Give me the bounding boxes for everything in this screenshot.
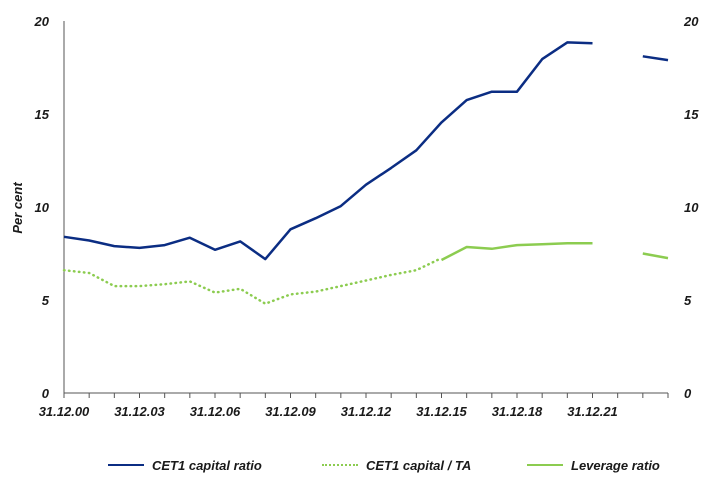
series-line-cet1-capital-ratio — [642, 55, 669, 62]
y-tick-right: 15 — [684, 107, 699, 122]
series-line-cet1-capital-ratio — [63, 41, 593, 261]
legend-item-leverage-ratio: Leverage ratio — [527, 455, 660, 475]
legend-item-cet1-capital-ratio: CET1 capital ratio — [108, 455, 262, 475]
y-tick-left: 5 — [42, 293, 50, 308]
y-tick-right: 20 — [683, 14, 699, 29]
x-tick-label: 31.12.00 — [39, 404, 90, 419]
y-axis-label: Per cent — [10, 182, 25, 234]
y-tick-left: 20 — [34, 14, 50, 29]
x-tick-label: 31.12.09 — [265, 404, 316, 419]
legend-label-cet1-capital-ta: CET1 capital / TA — [366, 457, 472, 473]
series-line-cet1-capital-ta — [62, 256, 443, 305]
x-tick-label: 31.12.06 — [190, 404, 241, 419]
legend-item-cet1-capital-ta: CET1 capital / TA — [322, 455, 471, 475]
y-tick-left: 15 — [35, 107, 50, 122]
legend-swatch-leverage-ratio — [527, 464, 563, 466]
y-tick-right: 0 — [684, 386, 692, 401]
series-line-leverage-ratio — [440, 242, 593, 262]
x-tick-label: 31.12.15 — [416, 404, 467, 419]
x-tick-label: 31.12.21 — [567, 404, 618, 419]
legend-swatch-cet1-capital-ta — [322, 464, 358, 466]
legend-swatch-cet1-capital-ratio — [108, 464, 144, 466]
y-tick-right: 5 — [684, 293, 692, 308]
y-tick-right: 10 — [684, 200, 699, 215]
y-tick-left: 10 — [35, 200, 50, 215]
x-tick-label: 31.12.18 — [492, 404, 543, 419]
legend-label-leverage-ratio: Leverage ratio — [571, 457, 660, 473]
y-tick-left: 0 — [42, 386, 50, 401]
legend-label-cet1-capital-ratio: CET1 capital ratio — [152, 457, 262, 473]
x-tick-label: 31.12.03 — [114, 404, 165, 419]
x-tick-label: 31.12.12 — [341, 404, 392, 419]
series-line-leverage-ratio — [642, 252, 669, 260]
